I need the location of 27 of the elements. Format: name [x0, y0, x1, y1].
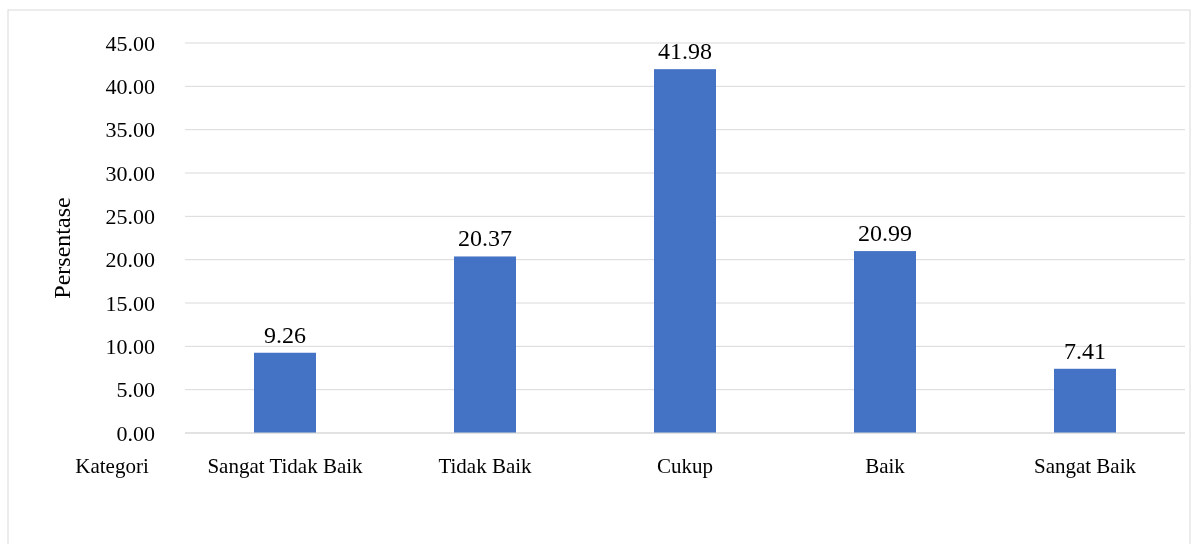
x-tick-label: Cukup: [656, 454, 714, 478]
x-tick-label: Baik: [865, 454, 906, 478]
bar: [454, 256, 516, 433]
x-tick-label: Sangat Tidak Baik: [207, 454, 364, 478]
data-label: 9.26: [264, 321, 306, 348]
data-label: 20.37: [458, 225, 512, 252]
y-tick-label: 35.00: [105, 117, 155, 143]
bar: [254, 352, 316, 433]
y-tick-label: 45.00: [105, 30, 155, 56]
y-tick-label: 30.00: [105, 160, 155, 186]
y-tick-label: 0.00: [116, 420, 155, 446]
y-tick-label: 40.00: [105, 74, 155, 100]
x-axis-title: Kategori: [75, 454, 149, 478]
bar: [1054, 368, 1116, 433]
y-tick-label: 25.00: [105, 204, 155, 230]
y-tick-label: 10.00: [105, 334, 155, 360]
data-label: 41.98: [658, 38, 712, 65]
y-tick-label: 5.00: [116, 377, 155, 403]
y-tick-label: 20.00: [105, 247, 155, 273]
x-tick-label: Sangat Baik: [1033, 454, 1137, 478]
y-tick-label: 15.00: [105, 290, 155, 316]
data-label: 20.99: [858, 220, 912, 247]
bar: [654, 69, 716, 433]
x-tick-label: Tidak Baik: [438, 454, 533, 478]
data-label: 7.41: [1064, 337, 1106, 364]
y-axis-title: Persentase: [49, 197, 75, 299]
bar: [854, 251, 916, 433]
